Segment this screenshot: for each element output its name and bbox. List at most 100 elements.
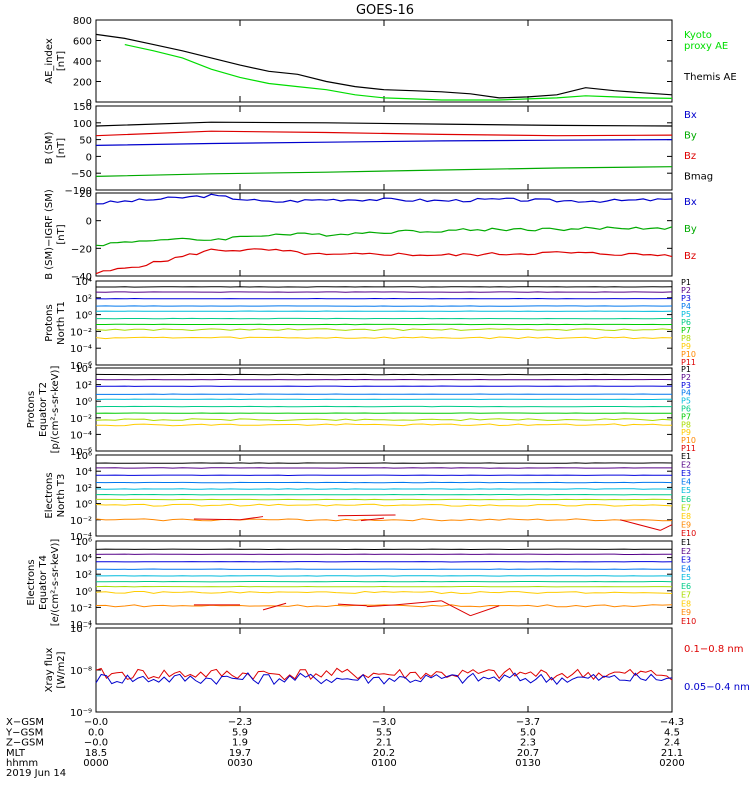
footer-value: 2.3 [520, 738, 536, 749]
legend-entry: Bx [684, 197, 697, 208]
footer-value: −0.0 [84, 738, 108, 749]
legend-entry: E3 [681, 556, 691, 565]
series-bx [95, 193, 673, 205]
legend-entry: 0.1−0.8 nm [684, 644, 743, 655]
series-xray-short [95, 672, 673, 686]
y-tick-label: 10⁰ [75, 311, 92, 322]
panel-frame [95, 19, 673, 103]
y-tick-label: 800 [73, 16, 92, 27]
plot-title: GOES-16 [356, 3, 414, 18]
legend-entry: E2 [681, 461, 691, 470]
y-axis-label: B (SM)−IGRF (SM) [44, 189, 55, 280]
panel-bsm: 150 100 50 0 −50 −100 B (SM) [nT] Bx By Bz Bmag [44, 102, 713, 197]
series-p8 [95, 328, 673, 332]
footer-value: 5.5 [376, 727, 392, 738]
y-tick-label: 10⁴ [75, 554, 92, 565]
y-tick-label: 10⁻⁴ [70, 620, 92, 631]
y-tick-label: −100 [65, 186, 92, 197]
y-tick-label: 20 [79, 189, 92, 200]
footer-value: 0130 [515, 758, 540, 769]
footer-value: 19.7 [229, 748, 251, 759]
series-bx [95, 139, 673, 146]
panel-frame [95, 540, 673, 625]
legend-entry: By [684, 131, 697, 142]
footer-value: 0000 [83, 758, 108, 769]
footer-value: 20.2 [373, 748, 395, 759]
y-tick-label: −40 [71, 272, 92, 283]
legend-entry: P3 [681, 294, 691, 303]
legend-entry: Bx [684, 110, 697, 121]
legend-entry: E4 [681, 564, 691, 573]
series-e10-segment [262, 602, 287, 611]
footer-value: 2.4 [664, 738, 680, 749]
panel-frame [95, 627, 673, 713]
legend-entry: E8 [681, 599, 691, 608]
series-e10-segment [470, 605, 500, 617]
series-e10-segment [193, 518, 241, 521]
series-e10-segment [337, 514, 396, 517]
legend-entry: Kyoto [684, 30, 712, 41]
footer-value: 21.1 [661, 748, 683, 759]
legend-entry: E1 [681, 538, 691, 547]
legend-entry: E8 [681, 512, 691, 521]
y-axis-label: North T3 [56, 474, 67, 518]
footer-row-label: Z−GSM [6, 738, 44, 749]
y-axis-label: Electrons [26, 559, 37, 605]
legend-entry: Bz [684, 251, 696, 262]
legend-entry: E5 [681, 573, 691, 582]
footer-value: 1.9 [232, 738, 248, 749]
footer-value: 20.7 [517, 748, 539, 759]
series-e10-segment [395, 600, 442, 606]
legend-entry: E9 [681, 608, 691, 617]
panel-xray: 10⁻⁷ 10⁻⁸ 10⁻⁹ Xray flux [W/m2] 0.1−0.8 nm 0.0… [44, 624, 750, 719]
series-p8 [95, 418, 673, 422]
series-e10-segment [360, 517, 385, 522]
y-axis-label: [e/(cm²-s-sr-keV)] [50, 539, 61, 627]
legend-entry: P1 [681, 278, 691, 287]
panel-frame [95, 367, 673, 452]
legend-entry: Bmag [684, 172, 713, 183]
y-axis-label: [nT] [56, 51, 67, 71]
y-axis-label: Equator T2 [38, 382, 49, 437]
y-axis-label: [nT] [56, 224, 67, 244]
series-e9 [95, 518, 673, 522]
legend-entry: P10 [681, 436, 696, 445]
y-tick-label: 10⁻⁴ [70, 532, 92, 543]
legend-entry: proxy AE [684, 41, 728, 52]
footer-value: 18.5 [85, 748, 107, 759]
y-axis-label: [W/m2] [56, 651, 67, 688]
footer-value: 0100 [371, 758, 396, 769]
footer-row-label: MLT [6, 748, 26, 759]
legend-entry: P8 [681, 334, 691, 343]
series-e10-segment [239, 516, 264, 521]
y-tick-label: 10⁻² [70, 414, 92, 425]
legend-entry: P9 [681, 428, 691, 437]
legend-entry: P4 [681, 389, 691, 398]
series-bz [95, 130, 673, 137]
y-axis-label: Equator T4 [38, 555, 49, 610]
footer-value: 2.1 [376, 738, 392, 749]
legend-entry: P7 [681, 412, 691, 421]
series-e10-segment [337, 603, 367, 607]
legend-entry: E9 [681, 520, 691, 529]
legend-entry: P3 [681, 381, 691, 390]
y-axis-label: [p/(cm²-s-sr-keV)] [50, 366, 61, 454]
legend-entry: E7 [681, 503, 691, 512]
legend-entry: E10 [681, 529, 696, 538]
series-xray-long [95, 667, 673, 681]
y-tick-label: 10⁻² [70, 516, 92, 527]
footer-row-label: Y−GSM [5, 727, 43, 738]
series-e8 [95, 590, 673, 595]
legend-entry: P11 [681, 358, 696, 367]
y-tick-label: 150 [73, 102, 92, 113]
y-axis-label: [nT] [56, 138, 67, 158]
y-tick-label: 0 [86, 152, 92, 163]
series-themis-ae [95, 33, 673, 99]
series-e8 [95, 503, 673, 507]
legend-entry: E5 [681, 486, 691, 495]
panel-pt2: 10⁴ 10² 10⁰ 10⁻² 10⁻⁴ 10⁻⁶ Protons Equator T2 [p… [26, 364, 696, 458]
y-tick-label: 10⁻⁸ [70, 666, 92, 677]
